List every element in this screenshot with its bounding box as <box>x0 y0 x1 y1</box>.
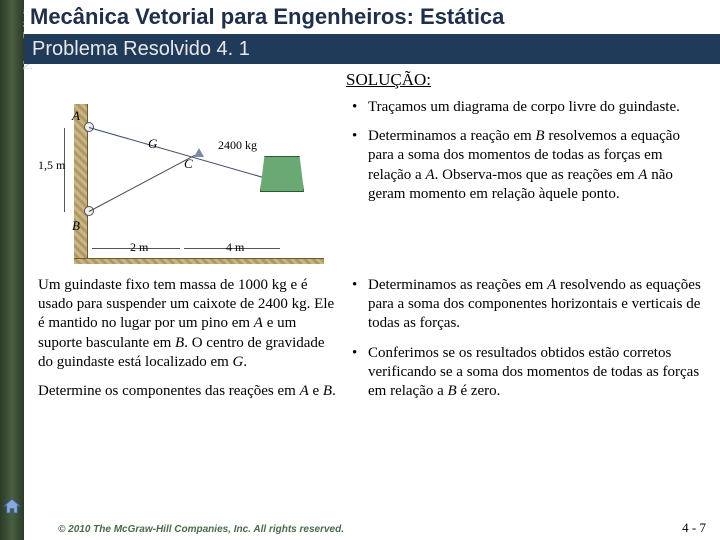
dim-4m: 4 m <box>226 240 244 255</box>
home-icon[interactable] <box>3 498 21 514</box>
problem-heading: Problema Resolvido 4. 1 <box>32 38 250 61</box>
solution-header: SOLUÇÃO: <box>346 70 702 90</box>
edition-spine: Nona Edição <box>0 0 24 540</box>
footer: © 2010 The McGraw-Hill Companies, Inc. A… <box>24 518 720 540</box>
load-crate <box>260 156 304 192</box>
content-area: SOLUÇÃO: A B C G 2400 kg 1,5 m <box>24 64 720 518</box>
title-bar: Mecânica Vetorial para Engenheiros: Está… <box>24 0 720 34</box>
problem-task: Determine os componentes das reações em … <box>38 382 338 401</box>
bullet-1: Traçamos um diagrama de corpo livre do g… <box>368 98 680 117</box>
bullet-3: Determinamos as reações em A resolvendo … <box>368 276 702 334</box>
dim-1-5m: 1,5 m <box>38 158 65 173</box>
dim-2m: 2 m <box>130 240 148 255</box>
problem-statement: Um guindaste fixo tem massa de 1000 kg e… <box>38 276 338 372</box>
copyright: © 2010 The McGraw-Hill Companies, Inc. A… <box>58 524 344 535</box>
problem-text: Um guindaste fixo tem massa de 1000 kg e… <box>38 276 338 411</box>
bullet-4: Conferimos se os resultados obtidos estã… <box>368 344 702 402</box>
bullet-2: Determinamos a reação em B resolvemos a … <box>368 127 702 204</box>
ground <box>74 258 324 264</box>
label-a: A <box>72 108 80 124</box>
page-number: 4 - 7 <box>682 520 706 536</box>
label-c: C <box>184 156 193 172</box>
crane-figure: A B C G 2400 kg 1,5 m 2 m 4 m <box>38 98 338 268</box>
book-title: Mecânica Vetorial para Engenheiros: Está… <box>30 4 504 30</box>
point-c-marker <box>194 148 204 157</box>
label-g: G <box>148 136 157 152</box>
support-cable <box>89 155 195 212</box>
solution-steps-bottom: •Determinamos as reações em A resolvendo… <box>352 276 702 411</box>
boom <box>89 127 278 182</box>
load-mass-label: 2400 kg <box>218 138 257 153</box>
subtitle-bar: Problema Resolvido 4. 1 <box>24 34 720 64</box>
label-b: B <box>72 218 80 234</box>
solution-steps-top: •Traçamos um diagrama de corpo livre do … <box>352 98 702 268</box>
